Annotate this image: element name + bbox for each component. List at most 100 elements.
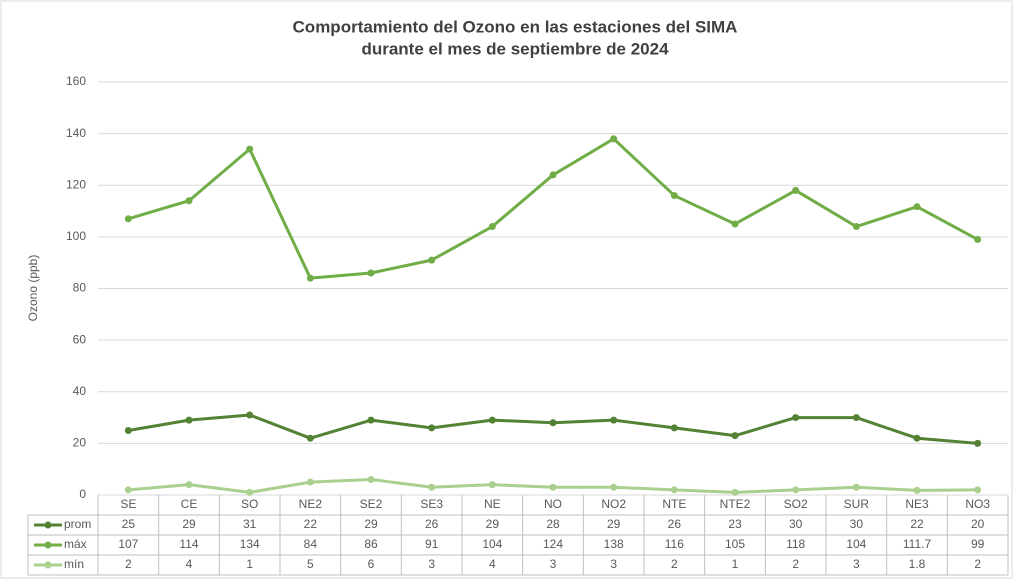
point: [488, 223, 496, 231]
point: [428, 424, 436, 432]
table-value: 2: [792, 557, 799, 571]
x-tick-label: SO2: [784, 497, 808, 511]
point: [306, 274, 314, 282]
table-value: 99: [971, 537, 985, 551]
y-tick-label: 20: [73, 436, 87, 450]
table-value: 84: [304, 537, 318, 551]
y-tick-label: 100: [66, 229, 86, 243]
table-value: 30: [850, 517, 864, 531]
point: [792, 486, 800, 494]
point: [549, 419, 557, 427]
table-value: 29: [486, 517, 500, 531]
legend-label: mín: [64, 557, 84, 571]
x-tick-label: SUR: [844, 497, 870, 511]
table-value: 4: [186, 557, 193, 571]
table-value: 104: [846, 537, 866, 551]
table-value: 29: [182, 517, 196, 531]
point: [488, 416, 496, 424]
x-tick-label: NE2: [299, 497, 323, 511]
y-tick-label: 160: [66, 74, 86, 88]
point: [670, 424, 678, 432]
table-value: 20: [971, 517, 985, 531]
point: [185, 481, 193, 489]
table-value: 91: [425, 537, 439, 551]
x-tick-label: NTE: [662, 497, 686, 511]
table-value: 1.8: [909, 557, 926, 571]
table-value: 114: [179, 537, 198, 551]
point: [610, 416, 618, 424]
table-value: 23: [728, 517, 742, 531]
table-value: 86: [364, 537, 378, 551]
x-tick-label: NTE2: [720, 497, 751, 511]
point: [913, 486, 921, 494]
legend-key: [44, 521, 52, 529]
table-value: 25: [122, 517, 136, 531]
point: [428, 483, 436, 491]
table-value: 104: [482, 537, 502, 551]
chart-title: durante el mes de septiembre de 2024: [361, 39, 669, 58]
point: [974, 486, 982, 494]
point: [124, 215, 132, 223]
table-value: 26: [425, 517, 439, 531]
point: [670, 192, 678, 200]
x-tick-label: NO3: [965, 497, 990, 511]
point: [913, 434, 921, 442]
point: [852, 483, 860, 491]
x-tick-label: NO: [544, 497, 562, 511]
table-value: 28: [546, 517, 560, 531]
x-tick-label: SE: [120, 497, 136, 511]
table-value: 2: [125, 557, 132, 571]
table-value: 22: [910, 517, 924, 531]
y-tick-label: 40: [73, 384, 87, 398]
chart-title: Comportamiento del Ozono en las estacion…: [293, 17, 738, 36]
point: [731, 432, 739, 440]
y-tick-label: 80: [73, 281, 87, 295]
table-value: 118: [786, 537, 805, 551]
x-tick-label: SE2: [360, 497, 383, 511]
table-value: 4: [489, 557, 496, 571]
point: [731, 220, 739, 228]
point: [549, 171, 557, 179]
table-value: 105: [725, 537, 745, 551]
legend-key: [44, 561, 52, 569]
point: [610, 483, 618, 491]
point: [974, 439, 982, 447]
table-value: 124: [543, 537, 563, 551]
table-value: 30: [789, 517, 803, 531]
point: [367, 476, 375, 484]
x-tick-label: SE3: [420, 497, 443, 511]
table-value: 6: [368, 557, 375, 571]
y-tick-label: 140: [66, 126, 86, 140]
table-value: 3: [610, 557, 617, 571]
legend-label: prom: [64, 517, 91, 531]
table-value: 2: [974, 557, 981, 571]
y-tick-label: 0: [79, 487, 86, 501]
table-value: 2: [671, 557, 678, 571]
table-value: 111.7: [903, 537, 932, 551]
table-value: 138: [604, 537, 624, 551]
point: [488, 481, 496, 489]
point: [306, 478, 314, 486]
point: [974, 235, 982, 243]
table-value: 134: [240, 537, 260, 551]
x-tick-label: NE3: [905, 497, 929, 511]
point: [852, 223, 860, 231]
point: [124, 426, 132, 434]
table-value: 116: [665, 537, 684, 551]
y-tick-label: 60: [73, 332, 87, 346]
table-value: 3: [853, 557, 860, 571]
point: [428, 256, 436, 264]
point: [549, 483, 557, 491]
point: [367, 416, 375, 424]
y-axis-label: Ozono (ppb): [26, 255, 40, 322]
table-value: 1: [246, 557, 253, 571]
point: [246, 145, 254, 153]
x-tick-label: NO2: [601, 497, 626, 511]
point: [670, 486, 678, 494]
point: [852, 414, 860, 422]
point: [124, 486, 132, 494]
point: [185, 416, 193, 424]
x-tick-label: SO: [241, 497, 258, 511]
